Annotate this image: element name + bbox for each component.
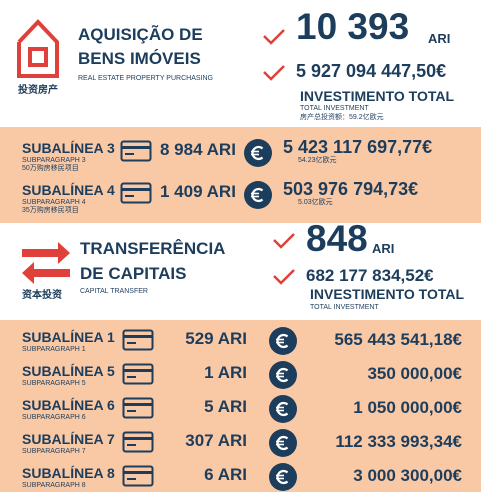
euro-icon bbox=[269, 361, 297, 389]
row-amount-zh: 5.03亿欧元 bbox=[298, 199, 333, 206]
row-name-zh: 50万购房移民项目 bbox=[22, 165, 79, 172]
icon-label: 资本投资 bbox=[22, 290, 62, 301]
row-name: SUBALÍNEA 5 bbox=[22, 363, 115, 379]
row-amount: 350 000,00€ bbox=[367, 364, 462, 383]
row-name-en: SUBPARAGRAPH 8 bbox=[22, 482, 86, 489]
euro-icon bbox=[244, 181, 272, 209]
row-name-en: SUBPARAGRAPH 6 bbox=[22, 414, 86, 421]
euro-icon bbox=[244, 139, 272, 167]
section-title: BENS IMÓVEIS bbox=[78, 49, 201, 68]
total-amount: 5 927 094 447,50€ bbox=[296, 61, 447, 81]
euro-icon bbox=[269, 395, 297, 423]
euro-icon bbox=[269, 327, 297, 355]
band bbox=[0, 127, 481, 223]
total-label: INVESTIMENTO TOTAL bbox=[310, 286, 465, 302]
total-note: 房产总投资额：59.2亿欧元 bbox=[300, 114, 384, 121]
row-name: SUBALÍNEA 7 bbox=[22, 431, 115, 447]
row-ari: 529 ARI bbox=[185, 329, 247, 348]
total-label: INVESTIMENTO TOTAL bbox=[300, 88, 455, 104]
row-name-en: SUBPARAGRAPH 4 bbox=[22, 199, 86, 206]
row-name-zh: 35万购房移民项目 bbox=[22, 207, 79, 214]
card-icon bbox=[122, 329, 154, 351]
check-icon bbox=[273, 233, 295, 249]
check-icon bbox=[263, 29, 285, 45]
section-subtitle: CAPITAL TRANSFER bbox=[80, 288, 148, 295]
row-name: SUBALÍNEA 4 bbox=[22, 182, 115, 198]
row-ari: 5 ARI bbox=[204, 397, 247, 416]
row-amount: 503 976 794,73€ bbox=[283, 179, 419, 199]
euro-icon bbox=[269, 429, 297, 457]
card-icon bbox=[122, 431, 154, 453]
ari-unit: ARI bbox=[372, 241, 395, 256]
total-label-en: TOTAL INVESTMENT bbox=[300, 105, 369, 112]
row-name: SUBALÍNEA 3 bbox=[22, 140, 115, 156]
section-subtitle: REAL ESTATE PROPERTY PURCHASING bbox=[78, 75, 213, 82]
transfer-icon bbox=[22, 242, 70, 284]
row-name-en: SUBPARAGRAPH 1 bbox=[22, 346, 86, 353]
row-name-en: SUBPARAGRAPH 7 bbox=[22, 448, 86, 455]
row-ari: 307 ARI bbox=[185, 431, 247, 450]
total-ari: 848 bbox=[306, 218, 368, 259]
total-ari: 10 393 bbox=[296, 6, 410, 47]
card-icon bbox=[120, 182, 152, 204]
row-ari: 1 ARI bbox=[204, 363, 247, 382]
check-icon bbox=[263, 65, 285, 81]
section-title: AQUISIÇÃO DE bbox=[78, 25, 203, 44]
icon-label: 投资房产 bbox=[18, 85, 58, 96]
row-name-en: SUBPARAGRAPH 5 bbox=[22, 380, 86, 387]
row-amount: 1 050 000,00€ bbox=[353, 398, 462, 417]
row-ari: 8 984 ARI bbox=[160, 140, 236, 159]
row-name: SUBALÍNEA 6 bbox=[22, 397, 115, 413]
total-label-en: TOTAL INVESTMENT bbox=[310, 304, 379, 311]
row-amount: 5 423 117 697,77€ bbox=[283, 137, 433, 157]
card-icon bbox=[122, 397, 154, 419]
row-ari: 6 ARI bbox=[204, 465, 247, 484]
card-icon bbox=[120, 140, 152, 162]
check-icon bbox=[273, 269, 295, 285]
row-name-en: SUBPARAGRAPH 3 bbox=[22, 157, 86, 164]
row-amount: 112 333 993,34€ bbox=[335, 432, 462, 451]
card-icon bbox=[122, 465, 154, 487]
row-amount-zh: 54.23亿欧元 bbox=[298, 157, 337, 164]
band bbox=[0, 320, 481, 492]
row-amount: 3 000 300,00€ bbox=[353, 466, 462, 485]
total-amount: 682 177 834,52€ bbox=[306, 266, 434, 285]
row-amount: 565 443 541,18€ bbox=[334, 330, 462, 349]
ari-unit: ARI bbox=[428, 31, 451, 46]
card-icon bbox=[122, 363, 154, 385]
euro-icon bbox=[269, 463, 297, 491]
row-name: SUBALÍNEA 1 bbox=[22, 329, 115, 345]
section-title: DE CAPITAIS bbox=[80, 264, 187, 283]
house-icon bbox=[17, 19, 59, 78]
row-name: SUBALÍNEA 8 bbox=[22, 465, 115, 481]
section-title: TRANSFERÊNCIA bbox=[80, 239, 226, 258]
row-ari: 1 409 ARI bbox=[160, 182, 236, 201]
